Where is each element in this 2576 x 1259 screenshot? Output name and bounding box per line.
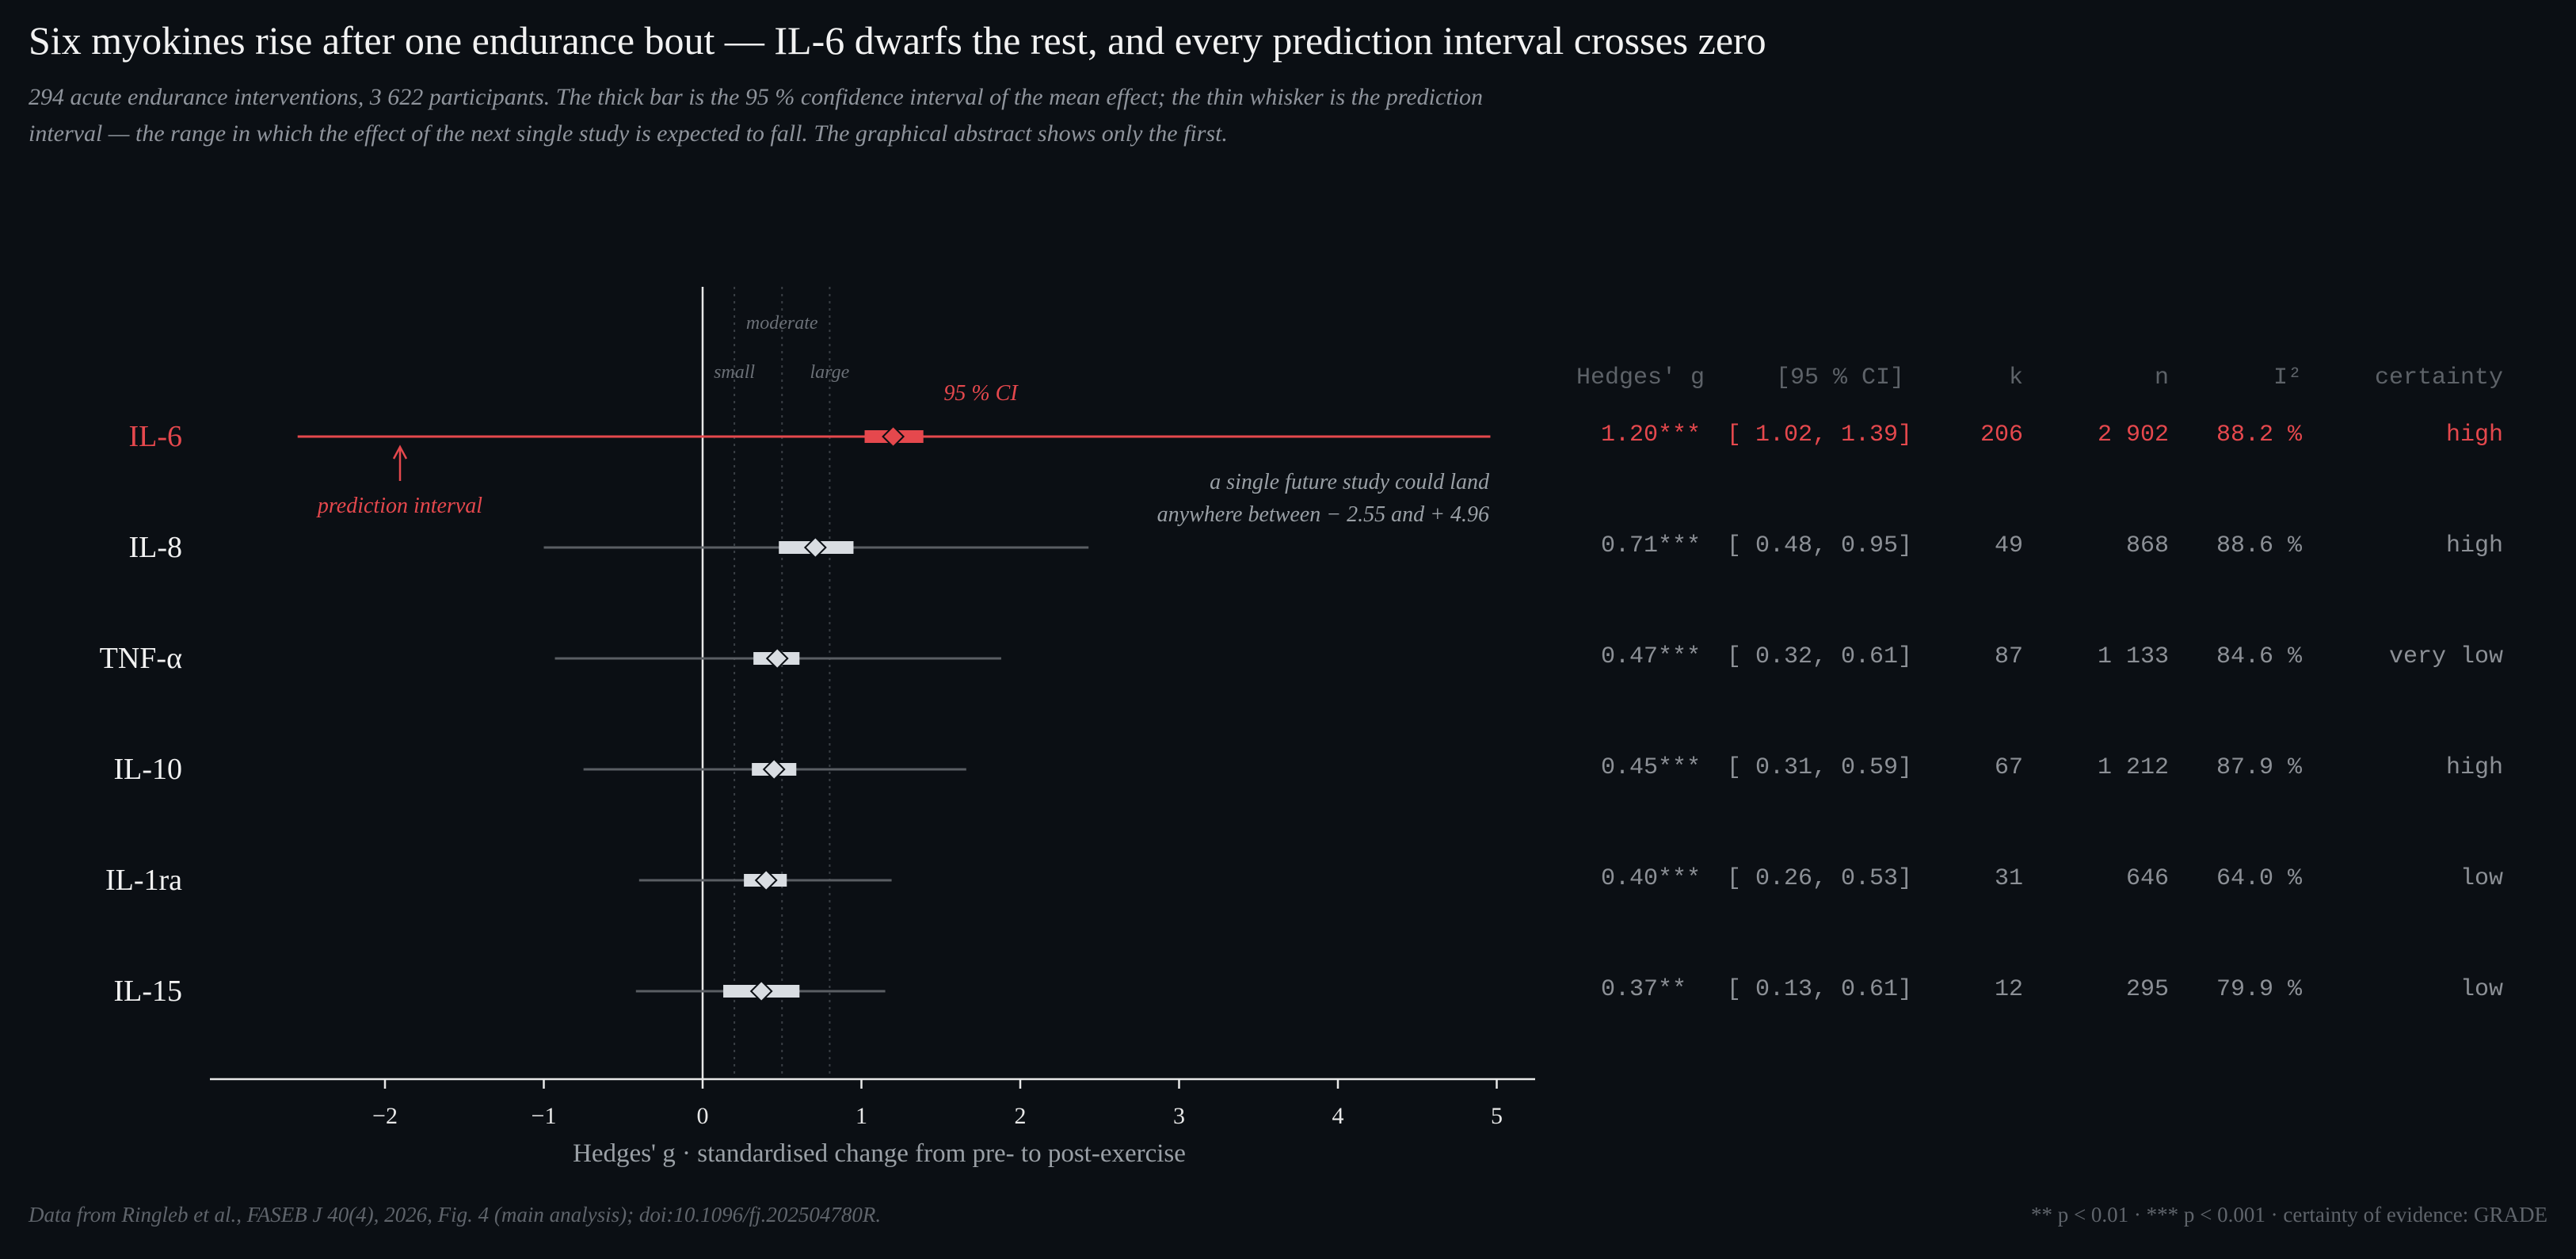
header-n: n [2154,364,2169,391]
cell-ci: [ 0.48, 0.95] [1727,532,1913,559]
cell-n: 1 212 [2097,754,2169,781]
prediction-interval-annotation: prediction interval [316,494,482,518]
x-tick-label: −1 [532,1103,557,1129]
x-tick-label: 0 [697,1103,709,1129]
cell-n: 295 [2125,976,2169,1003]
row-label: IL-8 [128,531,182,564]
cell-i2: 88.2 % [2216,422,2302,448]
header-i2: I² [2273,364,2302,391]
prediction-interval-arrowhead [392,444,408,460]
cell-n: 646 [2125,865,2169,892]
cell-ci: [ 0.26, 0.53] [1727,865,1913,892]
cell-ci: [ 0.13, 0.61] [1727,976,1913,1003]
cell-k: 87 [1994,643,2023,670]
reference-label-large: large [810,362,850,383]
future-study-note: a single future study could land [1210,470,1490,494]
cell-ci: [ 0.31, 0.59] [1727,754,1913,781]
x-axis-label: Hedges' g · standardised change from pre… [573,1139,1186,1168]
header-hedges-g: Hedges' g [1576,364,1705,391]
x-tick-label: 5 [1491,1103,1503,1129]
point-estimate-marker [762,757,786,781]
cell-i2: 87.9 % [2216,754,2302,781]
header-ci: [95 % CI] [1775,364,1904,391]
table-row: 0.47*** [ 0.32, 0.61] 87 1 133 84.6 % ve… [1576,643,2519,675]
cell-n: 868 [2125,532,2169,559]
x-tick-label: 2 [1015,1103,1027,1129]
point-estimate-marker [882,425,905,448]
row-label: IL-10 [113,753,182,786]
row-label: IL-6 [128,420,182,453]
point-estimate-marker [754,868,778,892]
cell-hedges-g: 0.45*** [1600,754,1701,781]
header-k: k [2008,364,2023,391]
reference-label-small: small [714,362,755,383]
row-label: TNF-α [100,642,182,675]
cell-hedges-g: 0.40*** [1600,865,1701,892]
row-label: IL-15 [113,975,182,1008]
point-estimate-marker [803,536,827,559]
cell-hedges-g: 0.37** [1600,976,1701,1003]
cell-certainty: low [2460,976,2503,1003]
table-row: 0.71*** [ 0.48, 0.95] 49 868 88.6 % high [1576,532,2519,564]
cell-i2: 79.9 % [2216,976,2302,1003]
cell-certainty: low [2460,865,2503,892]
cell-k: 12 [1994,976,2023,1003]
cell-ci: [ 0.32, 0.61] [1727,643,1913,670]
cell-hedges-g: 1.20*** [1600,422,1701,448]
x-tick-label: 3 [1173,1103,1185,1129]
x-tick-label: 1 [855,1103,867,1129]
x-tick-label: −2 [372,1103,398,1129]
table-row: 0.45*** [ 0.31, 0.59] 67 1 212 87.9 % hi… [1576,754,2519,786]
cell-hedges-g: 0.47*** [1600,643,1701,670]
cell-k: 206 [1980,422,2023,448]
cell-certainty: high [2445,422,2503,448]
table-row: 0.37** [ 0.13, 0.61] 12 295 79.9 % low [1576,976,2519,1008]
significance-legend: ** p < 0.01 · *** p < 0.001 · certainty … [2030,1203,2547,1227]
chart-subtitle: 294 acute endurance interventions, 3 622… [29,84,1484,147]
cell-i2: 88.6 % [2216,532,2302,559]
point-estimate-marker [765,647,789,670]
cell-i2: 64.0 % [2216,865,2302,892]
reference-label-moderate: moderate [746,313,818,334]
point-estimate-marker [749,979,773,1003]
cell-k: 31 [1994,865,2023,892]
future-study-note: anywhere between − 2.55 and + 4.96 [1157,502,1489,527]
cell-n: 2 902 [2097,422,2169,448]
table-row: 1.20*** [ 1.02, 1.39] 206 2 902 88.2 % h… [1576,422,2519,453]
cell-certainty: high [2445,532,2503,559]
chart-title: Six myokines rise after one endurance bo… [29,18,1766,63]
ci-annotation: 95 % CI [943,381,1019,406]
header-certainty: certainty [2374,364,2503,391]
cell-k: 49 [1994,532,2023,559]
table-header: Hedges' g [95 % CI] k n I² certainty [1576,364,2519,396]
cell-certainty: high [2445,754,2503,781]
cell-certainty: very low [2388,643,2503,670]
cell-i2: 84.6 % [2216,643,2302,670]
cell-k: 67 [1994,754,2023,781]
table-row: 0.40*** [ 0.26, 0.53] 31 646 64.0 % low [1576,865,2519,897]
row-label: IL-1ra [105,864,182,897]
cell-hedges-g: 0.71*** [1600,532,1701,559]
source-note: Data from Ringleb et al., FASEB J 40(4),… [29,1203,882,1227]
cell-n: 1 133 [2097,643,2169,670]
x-tick-label: 4 [1332,1103,1344,1129]
cell-ci: [ 1.02, 1.39] [1727,422,1913,448]
